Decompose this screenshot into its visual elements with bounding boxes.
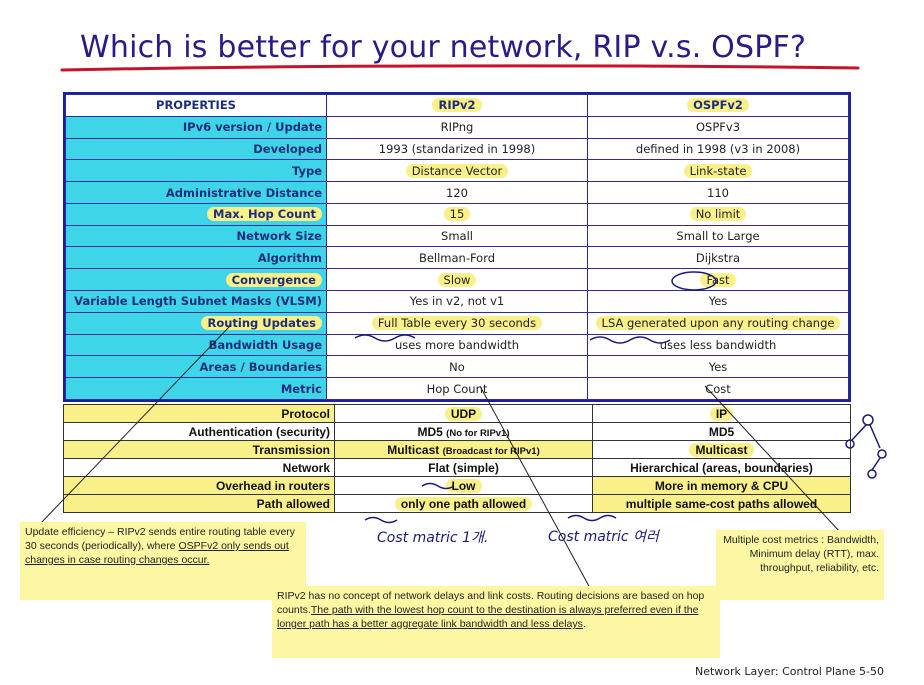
table-row: Developed 1993 (standarized in 1998) def… [65,137,849,161]
table-row: Algorithm Bellman-Ford Dijkstra [65,246,849,270]
header-ospfv2: OSPFv2 [587,94,849,117]
table-row: Routing Updates Full Table every 30 seco… [65,311,849,335]
table-row: IPv6 version / Update RIPng OSPFv3 [65,115,849,139]
slide-title: Which is better for your network, RIP v.… [80,30,807,65]
additional-properties-table: Protocol UDP IP Authentication (security… [63,404,851,516]
handwritten-note-cost-one: Cost matric 1개. [377,530,489,546]
table-row: Network Flat (simple) Hierarchical (area… [63,458,851,477]
table-row: Authentication (security) MD5 (No for RI… [63,422,851,441]
table-row: Path allowed only one path allowed multi… [63,494,851,513]
squiggle-only-one [364,516,398,524]
table-row: Convergence Slow Fast [65,268,849,292]
table-row: Variable Length Subnet Masks (VLSM) Yes … [65,290,849,313]
table-row: Overhead in routers Low More in memory &… [63,476,851,495]
title-underline [60,64,860,72]
slide-footer: Network Layer: Control Plane 5-50 [695,665,884,678]
table-row: Areas / Boundaries No Yes [65,355,849,379]
table-row: Metric Hop Count Cost [65,377,849,400]
callout-cost-metrics: Multiple cost metrics : Bandwidth, Minim… [716,530,884,600]
table-row: Protocol UDP IP [63,404,851,423]
tree-doodle-icon [845,414,887,479]
callout-update-efficiency: Update efficiency – RIPv2 sends entire r… [20,522,306,600]
table-row: Network Size Small Small to Large [65,224,849,248]
squiggle-multiple [567,514,617,522]
table-row: Max. Hop Count 15 No limit [65,202,849,226]
table-row: Transmission Multicast (Broadcast for RI… [63,440,851,459]
table-row: Administrative Distance 120 110 [65,181,849,204]
comparison-table: PROPERTIES RIPv2 OSPFv2 IPv6 version / U… [63,92,851,402]
header-properties: PROPERTIES [65,94,327,117]
callout-ripv2-metric: RIPv2 has no concept of network delays a… [272,586,720,658]
handwritten-note-cost-multiple: Cost matric 여러 [548,529,659,545]
header-ripv2: RIPv2 [326,94,588,117]
table-row: Bandwidth Usage uses more bandwidth uses… [65,333,849,357]
table-row: Type Distance Vector Link-state [65,159,849,183]
